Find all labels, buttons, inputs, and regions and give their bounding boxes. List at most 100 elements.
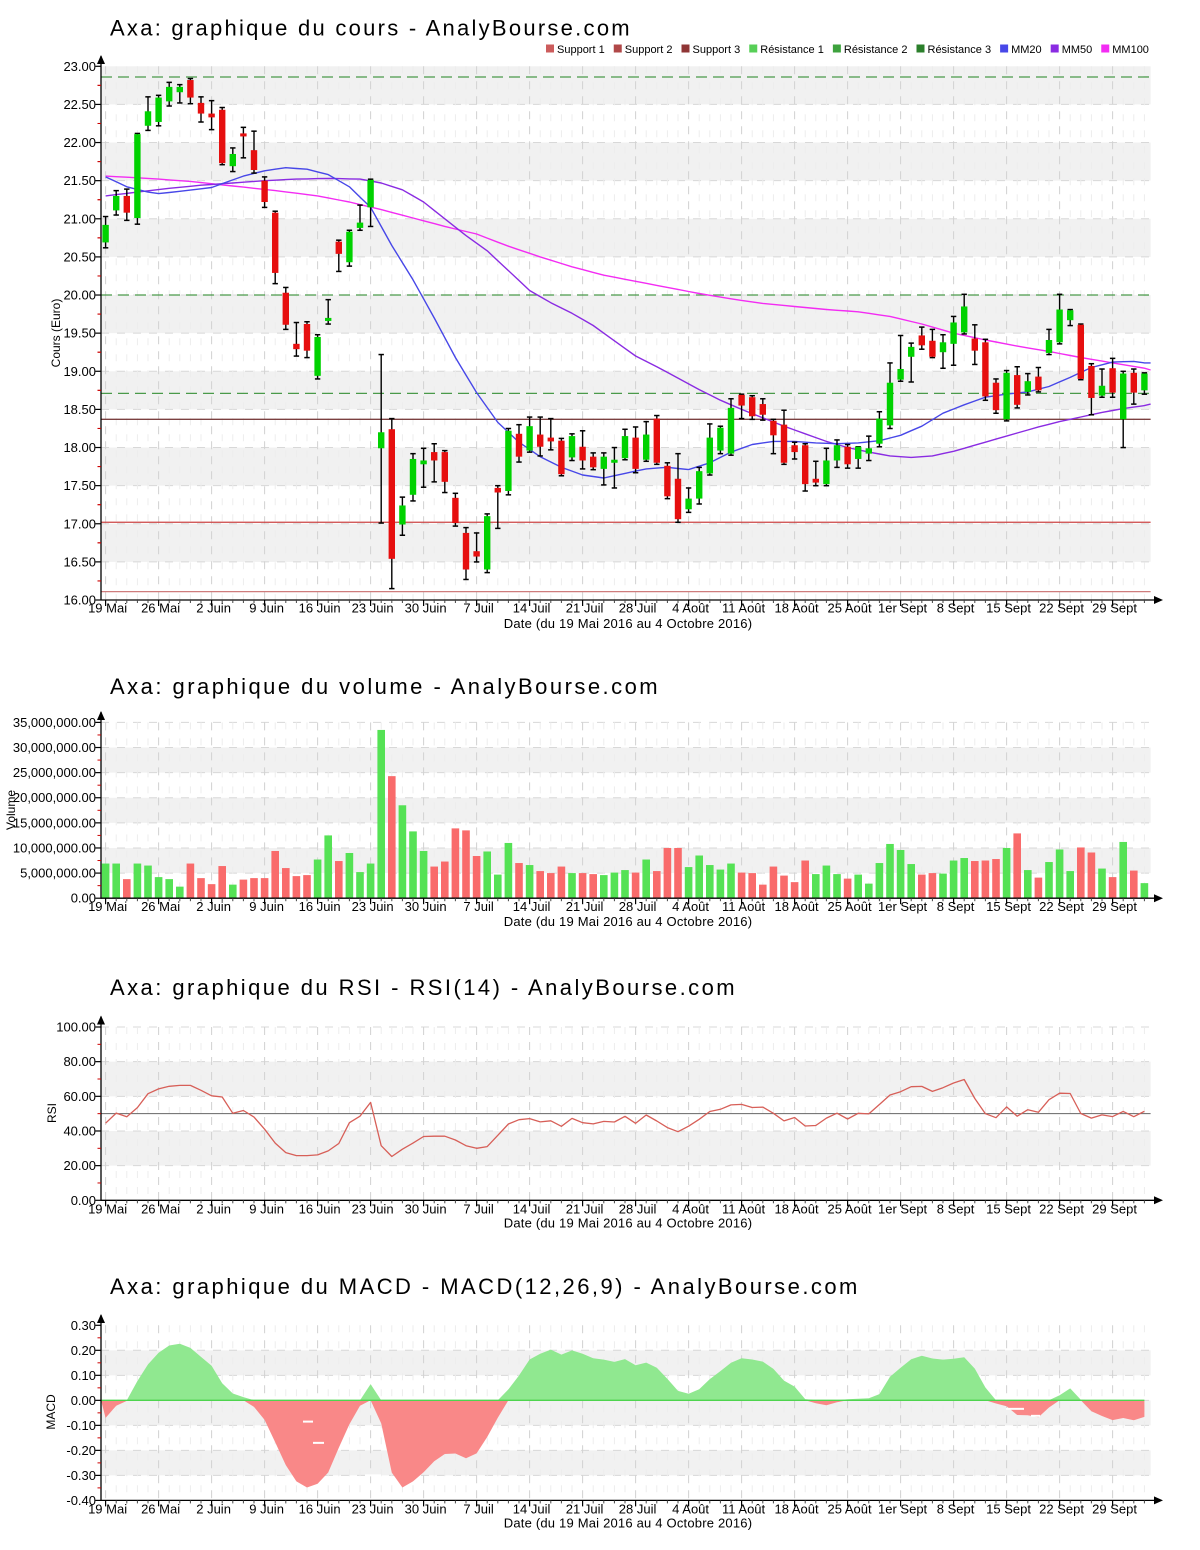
svg-text:21.00: 21.00 — [63, 211, 96, 226]
svg-text:-0.30: -0.30 — [66, 1468, 96, 1483]
svg-text:28 Juil: 28 Juil — [619, 899, 657, 914]
svg-text:28 Juil: 28 Juil — [619, 601, 657, 616]
svg-text:Cours (Euro): Cours (Euro) — [49, 299, 63, 368]
svg-text:9 Juin: 9 Juin — [249, 601, 284, 616]
svg-text:18 Août: 18 Août — [775, 1502, 819, 1517]
svg-text:MM20: MM20 — [1011, 44, 1042, 56]
svg-text:5,000,000.00: 5,000,000.00 — [20, 866, 96, 881]
svg-text:Support 3: Support 3 — [693, 44, 741, 56]
svg-text:21.50: 21.50 — [63, 173, 96, 188]
svg-text:2 Juin: 2 Juin — [196, 1502, 231, 1517]
svg-text:15 Sept: 15 Sept — [986, 601, 1031, 616]
svg-text:16.00: 16.00 — [63, 593, 96, 608]
svg-text:19.00: 19.00 — [63, 364, 96, 379]
svg-text:18 Août: 18 Août — [775, 899, 819, 914]
svg-text:100.00: 100.00 — [56, 1020, 96, 1035]
svg-text:20.00: 20.00 — [63, 1158, 96, 1173]
svg-text:16 Juin: 16 Juin — [299, 1202, 341, 1217]
svg-text:7 Juil: 7 Juil — [463, 1202, 493, 1217]
svg-text:4 Août: 4 Août — [672, 1202, 709, 1217]
svg-text:21 Juil: 21 Juil — [566, 1502, 604, 1517]
svg-text:0.00: 0.00 — [71, 1193, 96, 1208]
svg-text:30 Juin: 30 Juin — [405, 1502, 447, 1517]
svg-text:40.00: 40.00 — [63, 1123, 96, 1138]
svg-text:22 Sept: 22 Sept — [1039, 601, 1084, 616]
svg-text:0.00: 0.00 — [71, 1393, 96, 1408]
svg-text:1er Sept: 1er Sept — [878, 1502, 928, 1517]
svg-text:30 Juin: 30 Juin — [405, 899, 447, 914]
svg-text:26 Mai: 26 Mai — [141, 1502, 180, 1517]
svg-text:22.50: 22.50 — [63, 97, 96, 112]
svg-text:19.50: 19.50 — [63, 326, 96, 341]
svg-text:19 Mai: 19 Mai — [88, 1502, 127, 1517]
svg-text:-0.40: -0.40 — [66, 1493, 96, 1508]
svg-text:28 Juil: 28 Juil — [619, 1202, 657, 1217]
svg-text:29 Sept: 29 Sept — [1092, 1502, 1137, 1517]
svg-text:-0.20: -0.20 — [66, 1443, 96, 1458]
svg-text:26 Mai: 26 Mai — [141, 899, 180, 914]
svg-text:2 Juin: 2 Juin — [196, 601, 231, 616]
svg-text:25,000,000.00: 25,000,000.00 — [13, 765, 96, 780]
svg-text:30 Juin: 30 Juin — [405, 601, 447, 616]
svg-text:23 Juin: 23 Juin — [352, 1502, 394, 1517]
svg-text:0.00: 0.00 — [71, 891, 96, 906]
svg-text:4 Août: 4 Août — [672, 1502, 709, 1517]
svg-text:15 Sept: 15 Sept — [986, 899, 1031, 914]
svg-text:2 Juin: 2 Juin — [196, 899, 231, 914]
svg-text:1er Sept: 1er Sept — [878, 601, 928, 616]
svg-text:11 Août: 11 Août — [722, 1502, 766, 1517]
svg-text:16 Juin: 16 Juin — [299, 601, 341, 616]
svg-text:4 Août: 4 Août — [672, 899, 709, 914]
svg-text:16 Juin: 16 Juin — [299, 899, 341, 914]
svg-text:22 Sept: 22 Sept — [1039, 899, 1084, 914]
svg-text:Résistance 1: Résistance 1 — [760, 44, 824, 56]
svg-text:0.30: 0.30 — [71, 1318, 96, 1333]
svg-text:Volume: Volume — [4, 790, 18, 830]
svg-text:Résistance 3: Résistance 3 — [928, 44, 992, 56]
svg-text:9 Juin: 9 Juin — [249, 1502, 284, 1517]
svg-text:15 Sept: 15 Sept — [986, 1202, 1031, 1217]
svg-text:14 Juil: 14 Juil — [513, 601, 551, 616]
svg-text:19 Mai: 19 Mai — [88, 1202, 127, 1217]
svg-text:11 Août: 11 Août — [722, 899, 766, 914]
svg-text:Date (du 19 Mai 2016 au 4 Octo: Date (du 19 Mai 2016 au 4 Octobre 2016) — [504, 1216, 752, 1231]
svg-text:16 Juin: 16 Juin — [299, 1502, 341, 1517]
svg-text:Axa: graphique du cours - Anal: Axa: graphique du cours - AnalyBourse.co… — [110, 16, 632, 41]
svg-text:Date (du 19 Mai 2016 au 4 Octo: Date (du 19 Mai 2016 au 4 Octobre 2016) — [504, 914, 752, 929]
svg-text:14 Juil: 14 Juil — [513, 1502, 551, 1517]
svg-text:8 Sept: 8 Sept — [937, 1202, 975, 1217]
svg-text:MACD: MACD — [44, 1394, 58, 1430]
svg-text:22 Sept: 22 Sept — [1039, 1202, 1084, 1217]
svg-text:60.00: 60.00 — [63, 1089, 96, 1104]
svg-text:Date (du 19 Mai 2016 au 4 Octo: Date (du 19 Mai 2016 au 4 Octobre 2016) — [504, 1516, 752, 1531]
svg-text:26 Mai: 26 Mai — [141, 1202, 180, 1217]
svg-text:21 Juil: 21 Juil — [566, 899, 604, 914]
svg-text:26 Mai: 26 Mai — [141, 601, 180, 616]
svg-text:18.50: 18.50 — [63, 402, 96, 417]
svg-text:29 Sept: 29 Sept — [1092, 1202, 1137, 1217]
svg-text:8 Sept: 8 Sept — [937, 1502, 975, 1517]
svg-text:18 Août: 18 Août — [775, 601, 819, 616]
svg-text:22 Sept: 22 Sept — [1039, 1502, 1084, 1517]
svg-text:16.50: 16.50 — [63, 554, 96, 569]
svg-text:21 Juil: 21 Juil — [566, 1202, 604, 1217]
svg-text:-0.10: -0.10 — [66, 1418, 96, 1433]
svg-text:23 Juin: 23 Juin — [352, 1202, 394, 1217]
svg-text:18 Août: 18 Août — [775, 1202, 819, 1217]
svg-text:23 Juin: 23 Juin — [352, 601, 394, 616]
svg-text:RSI: RSI — [45, 1103, 59, 1123]
svg-text:Axa: graphique du RSI - RSI(14: Axa: graphique du RSI - RSI(14) - AnalyB… — [110, 975, 737, 1000]
svg-text:MM100: MM100 — [1112, 44, 1149, 56]
svg-text:0.10: 0.10 — [71, 1368, 96, 1383]
svg-text:7 Juil: 7 Juil — [463, 899, 493, 914]
svg-text:Résistance 2: Résistance 2 — [844, 44, 908, 56]
svg-text:9 Juin: 9 Juin — [249, 1202, 284, 1217]
svg-text:19 Mai: 19 Mai — [88, 899, 127, 914]
svg-text:10,000,000.00: 10,000,000.00 — [13, 840, 96, 855]
svg-text:23 Juin: 23 Juin — [352, 899, 394, 914]
svg-text:0.20: 0.20 — [71, 1343, 96, 1358]
svg-text:20.00: 20.00 — [63, 288, 96, 303]
svg-text:23.00: 23.00 — [63, 59, 96, 74]
svg-text:7 Juil: 7 Juil — [463, 1502, 493, 1517]
svg-text:80.00: 80.00 — [63, 1054, 96, 1069]
